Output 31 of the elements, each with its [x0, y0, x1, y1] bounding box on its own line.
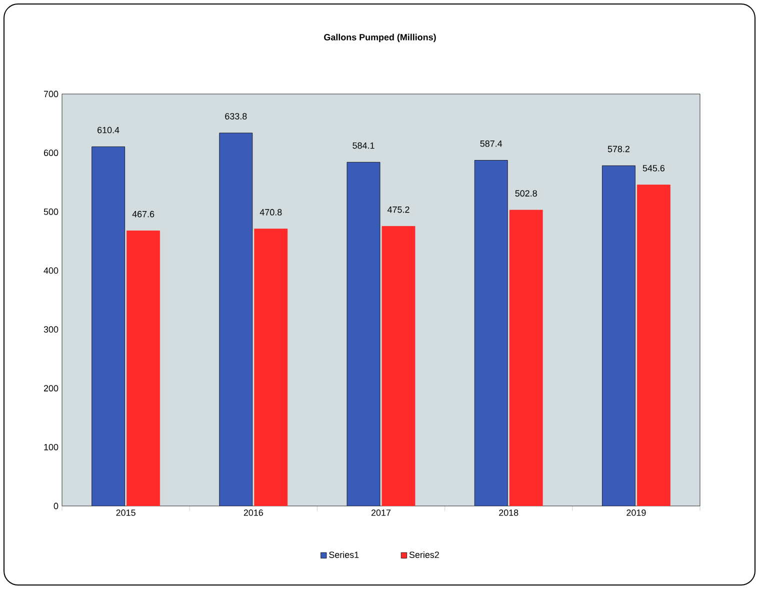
- y-tick-label: 500: [44, 208, 58, 215]
- y-tick-label: 300: [44, 326, 58, 333]
- x-tick-label: 2017: [371, 510, 391, 516]
- x-tick-label: 2019: [626, 510, 646, 516]
- bar: [509, 210, 543, 506]
- x-tick-label: 2016: [244, 510, 263, 516]
- data-label: 467.6: [132, 210, 154, 218]
- data-label: 578.2: [608, 146, 630, 152]
- data-label: 584.1: [352, 142, 374, 149]
- bar: [126, 230, 160, 506]
- y-tick-label: 200: [44, 385, 58, 392]
- data-label: 610.4: [98, 126, 120, 134]
- data-label: 502.8: [515, 190, 537, 197]
- bar: [382, 226, 416, 506]
- y-tick-label: 600: [44, 150, 58, 156]
- y-tick-label: 400: [44, 267, 58, 274]
- data-label: 475.2: [387, 206, 410, 213]
- legend-label: Series1: [329, 551, 359, 558]
- bar: [254, 228, 288, 506]
- y-tick-label: 0: [54, 502, 58, 510]
- data-label: 545.6: [642, 165, 665, 172]
- y-tick-label: 100: [44, 444, 58, 450]
- chart-title: Gallons Pumped (Millions): [324, 34, 436, 42]
- data-label: 470.8: [260, 209, 282, 216]
- data-label: 633.8: [225, 113, 247, 120]
- y-tick-label: 700: [44, 90, 58, 98]
- x-tick-label: 2018: [499, 510, 518, 516]
- x-tick-label: 2015: [116, 510, 136, 516]
- data-label: 587.4: [480, 140, 502, 147]
- bar: [637, 184, 670, 506]
- legend-label: Series2: [409, 551, 439, 558]
